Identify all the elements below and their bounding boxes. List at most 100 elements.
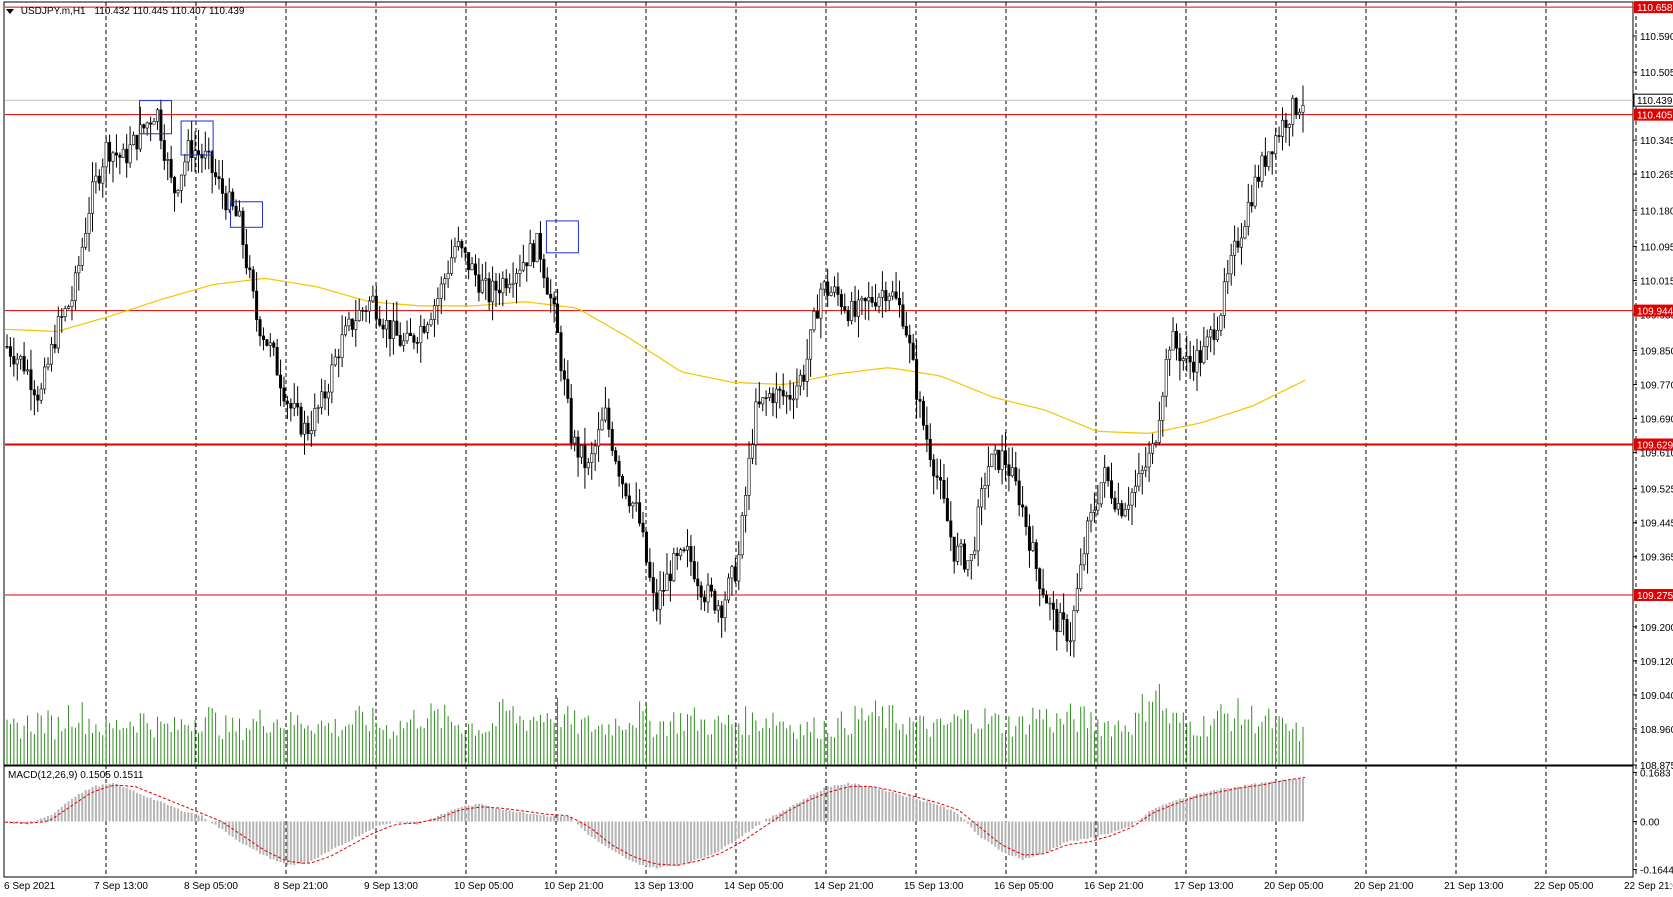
price-tick-label: 108.960 bbox=[1640, 725, 1673, 736]
candle-body bbox=[617, 460, 621, 477]
candle-body bbox=[26, 369, 30, 372]
price-tick-label: 109.040 bbox=[1640, 691, 1673, 702]
candle-body bbox=[959, 543, 963, 547]
candle-body bbox=[282, 387, 286, 402]
candle-body bbox=[532, 243, 536, 263]
candle-body bbox=[371, 295, 375, 302]
candle-body bbox=[186, 140, 190, 163]
candle-body bbox=[381, 324, 385, 330]
candle-body bbox=[309, 430, 313, 435]
candle-body bbox=[508, 284, 512, 289]
candle-body bbox=[986, 466, 990, 486]
candle-body bbox=[1079, 564, 1083, 590]
time-axis-label: 20 Sep 05:00 bbox=[1264, 881, 1324, 892]
candle-body bbox=[402, 340, 406, 346]
candle-body bbox=[473, 263, 477, 276]
candle-body bbox=[261, 335, 265, 340]
price-tick-label: 110.345 bbox=[1640, 136, 1673, 147]
candle-body bbox=[1120, 503, 1124, 517]
candle-body bbox=[1092, 509, 1096, 513]
candle-body bbox=[1004, 450, 1008, 465]
candle-body bbox=[155, 109, 159, 122]
candle-body bbox=[231, 191, 235, 207]
candle-body bbox=[340, 334, 344, 358]
candle-body bbox=[901, 304, 905, 327]
candle-body bbox=[833, 286, 837, 293]
candle-body bbox=[590, 453, 594, 463]
candle-body bbox=[727, 577, 731, 601]
candle-body bbox=[1014, 467, 1018, 482]
candle-body bbox=[1116, 503, 1120, 510]
price-tick-label: 109.120 bbox=[1640, 657, 1673, 668]
candle-body bbox=[1031, 542, 1035, 551]
candle-body bbox=[1205, 336, 1209, 347]
price-tick-label: 109.850 bbox=[1640, 347, 1673, 358]
candle-body bbox=[586, 462, 590, 469]
chart-header[interactable]: USDJPY.m,H1 110.432 110.445 110.407 110.… bbox=[6, 6, 244, 17]
candle-body bbox=[347, 318, 351, 327]
candle-body bbox=[1188, 355, 1192, 363]
candle-body bbox=[791, 398, 795, 401]
candle-body bbox=[73, 272, 77, 301]
close-value: 110.439 bbox=[208, 6, 245, 17]
time-axis: 6 Sep 2021 7 Sep 13:00 8 Sep 05:00 8 Sep 21… bbox=[4, 881, 1673, 892]
candle-body bbox=[1246, 202, 1250, 227]
candle-body bbox=[1219, 315, 1223, 331]
current-price-badge-label: 110.439 bbox=[1637, 96, 1673, 107]
candle-body bbox=[494, 280, 498, 291]
price-tick-label: 109.690 bbox=[1640, 415, 1673, 426]
macd-signal-value: 0.1511 bbox=[113, 770, 144, 781]
candle-body bbox=[1233, 240, 1237, 256]
time-axis-label: 22 Sep 05:00 bbox=[1534, 881, 1594, 892]
candle-body bbox=[556, 303, 560, 333]
candle-body bbox=[456, 241, 460, 247]
candle-body bbox=[344, 325, 348, 336]
candle-body bbox=[624, 483, 628, 497]
candle-body bbox=[70, 300, 74, 307]
candle-body bbox=[299, 406, 303, 435]
candle-body bbox=[179, 174, 183, 191]
candle-body bbox=[111, 152, 115, 162]
candle-body bbox=[614, 450, 618, 462]
candle-body bbox=[313, 408, 317, 431]
candle-body bbox=[703, 596, 707, 603]
price-level-badge-label: 109.629 bbox=[1637, 440, 1673, 451]
moving-average-line bbox=[4, 277, 1306, 435]
candle-body bbox=[836, 286, 840, 295]
candle-body bbox=[1082, 553, 1086, 566]
candle-body bbox=[1024, 506, 1028, 527]
candle-body bbox=[357, 309, 361, 321]
price-tick-label: 109.525 bbox=[1640, 485, 1673, 496]
price-level-badge bbox=[1634, 438, 1673, 451]
candle-body bbox=[80, 246, 84, 266]
candle-body bbox=[747, 457, 751, 496]
price-level-badge bbox=[1634, 304, 1673, 317]
candle-body bbox=[538, 232, 542, 260]
candle-body bbox=[32, 389, 36, 396]
candle-body bbox=[1065, 619, 1069, 642]
candle-body bbox=[190, 140, 194, 158]
candle-body bbox=[795, 385, 799, 400]
time-axis-label: 7 Sep 13:00 bbox=[94, 881, 148, 892]
candle-body bbox=[579, 445, 583, 458]
candle-body bbox=[152, 121, 156, 125]
candle-body bbox=[1062, 612, 1066, 620]
candle-body bbox=[935, 475, 939, 478]
candle-body bbox=[1164, 359, 1168, 397]
candle-body bbox=[949, 520, 953, 538]
candle-body bbox=[904, 325, 908, 336]
candle-body bbox=[244, 244, 248, 269]
candle-body bbox=[1151, 443, 1155, 454]
price-tick-label: 109.445 bbox=[1640, 519, 1673, 530]
candle-body bbox=[511, 282, 515, 285]
candle-body bbox=[918, 399, 922, 402]
candle-body bbox=[320, 391, 324, 408]
chart-menu-icon[interactable] bbox=[6, 8, 14, 14]
candle-body bbox=[1198, 350, 1202, 364]
candle-body bbox=[487, 278, 491, 303]
candle-body bbox=[631, 502, 635, 507]
candle-body bbox=[128, 144, 132, 164]
candle-body bbox=[1068, 640, 1072, 643]
candle-body bbox=[562, 370, 566, 380]
